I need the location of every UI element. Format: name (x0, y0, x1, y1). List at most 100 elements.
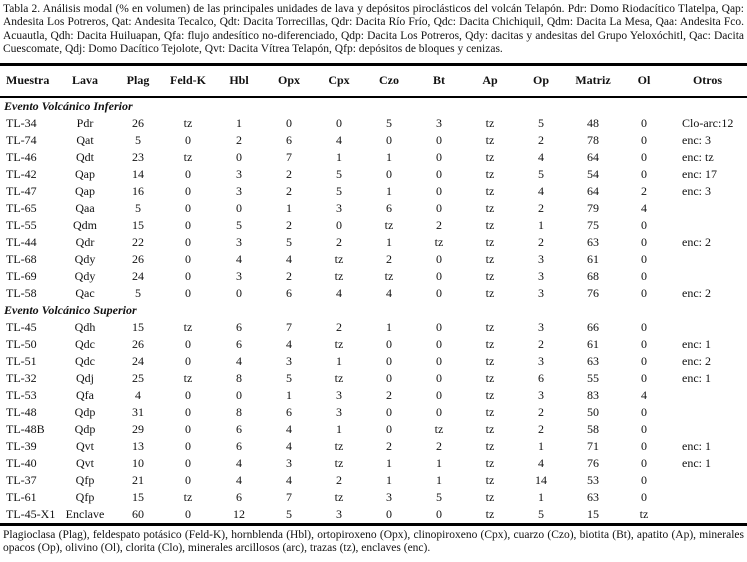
cell-cpx: tz (334, 336, 344, 351)
cell-op: 4 (538, 455, 544, 470)
cell-cpx: 3 (336, 404, 342, 419)
cell-otros: enc: 1 (682, 336, 711, 351)
cell-op: 4 (538, 183, 544, 198)
cell-ap: tz (485, 489, 495, 504)
cell-bt: 0 (436, 404, 442, 419)
cell-otros (668, 268, 747, 285)
cell-plag: 5 (135, 200, 141, 215)
cell-op: 6 (538, 370, 544, 385)
cell-ap: tz (485, 166, 495, 181)
cell-ol: 0 (641, 149, 647, 164)
cell-op: 2 (538, 404, 544, 419)
table-row: TL-46 Qdt 23 tz 0 7 1 1 0 tz 4 64 0 enc: tz (0, 149, 747, 166)
cell-feld-k: 0 (185, 251, 191, 266)
cell-feld-k: 0 (185, 285, 191, 300)
cell-ap: tz (485, 251, 495, 266)
cell-lava: Qdj (76, 370, 94, 385)
cell-lava: Qvt (76, 438, 94, 453)
cell-czo: 2 (386, 387, 392, 402)
cell-matriz: 76 (587, 285, 599, 300)
cell-matriz: 78 (587, 132, 599, 147)
cell-czo: 1 (386, 455, 392, 470)
cell-czo: 5 (386, 115, 392, 130)
cell-hbl: 0 (236, 200, 242, 215)
cell-bt: 2 (436, 217, 442, 232)
cell-cpx: 3 (336, 506, 342, 521)
cell-opx: 2 (286, 183, 292, 198)
cell-muestra: TL-53 (6, 387, 37, 402)
cell-feld-k: 0 (185, 183, 191, 198)
cell-muestra: TL-44 (6, 234, 37, 249)
column-header-cpx: Cpx (314, 64, 364, 98)
cell-op: 5 (538, 506, 544, 521)
cell-ol: 0 (641, 251, 647, 266)
cell-ol: 0 (641, 421, 647, 436)
cell-czo: 0 (386, 132, 392, 147)
cell-plag: 21 (132, 472, 144, 487)
cell-opx: 7 (286, 319, 292, 334)
column-header-bt: Bt (414, 64, 464, 98)
column-header-ap: Ap (464, 64, 516, 98)
cell-ol: 0 (641, 285, 647, 300)
cell-muestra: TL-37 (6, 472, 37, 487)
cell-bt: 0 (436, 387, 442, 402)
cell-cpx: 0 (336, 217, 342, 232)
cell-opx: 5 (286, 370, 292, 385)
cell-czo: 1 (386, 472, 392, 487)
cell-muestra: TL-47 (6, 183, 37, 198)
cell-op: 3 (538, 319, 544, 334)
cell-opx: 3 (286, 353, 292, 368)
cell-feld-k: 0 (185, 132, 191, 147)
cell-czo: 1 (386, 234, 392, 249)
cell-opx: 4 (286, 336, 292, 351)
cell-bt: 0 (436, 268, 442, 283)
cell-ol: 0 (641, 353, 647, 368)
cell-op: 1 (538, 438, 544, 453)
cell-feld-k: 0 (185, 387, 191, 402)
cell-ap: tz (485, 387, 495, 402)
cell-lava: Qdm (73, 217, 97, 232)
cell-ol: 4 (641, 200, 647, 215)
cell-feld-k: tz (183, 319, 193, 334)
cell-plag: 24 (132, 353, 144, 368)
cell-otros: enc: 2 (682, 353, 711, 368)
cell-bt: 0 (436, 200, 442, 215)
cell-plag: 60 (132, 506, 144, 521)
cell-plag: 5 (135, 132, 141, 147)
cell-bt: 0 (436, 132, 442, 147)
cell-bt: 0 (436, 370, 442, 385)
cell-op: 2 (538, 132, 544, 147)
cell-hbl: 1 (236, 115, 242, 130)
cell-cpx: 5 (336, 183, 342, 198)
cell-otros: enc: 1 (682, 455, 711, 470)
cell-otros (668, 319, 747, 336)
cell-bt: 3 (436, 115, 442, 130)
cell-otros: enc: 2 (682, 234, 711, 249)
cell-feld-k: 0 (185, 455, 191, 470)
column-header-hbl: Hbl (214, 64, 264, 98)
cell-op: 3 (538, 387, 544, 402)
cell-bt: 1 (436, 455, 442, 470)
cell-feld-k: tz (183, 489, 193, 504)
column-header-otros: Otros (668, 64, 747, 98)
cell-ap: tz (485, 336, 495, 351)
cell-ap: tz (485, 149, 495, 164)
cell-cpx: tz (334, 251, 344, 266)
cell-bt: 0 (436, 166, 442, 181)
cell-lava: Qdc (75, 336, 95, 351)
cell-otros: enc: tz (682, 149, 714, 164)
cell-ol: 0 (641, 370, 647, 385)
table-row: TL-55 Qdm 15 0 5 2 0 tz 2 tz 1 75 0 (0, 217, 747, 234)
cell-otros: enc: 3 (682, 183, 711, 198)
cell-bt: tz (434, 421, 444, 436)
cell-feld-k: 0 (185, 234, 191, 249)
cell-hbl: 2 (236, 132, 242, 147)
cell-ap: tz (485, 404, 495, 419)
cell-czo: 2 (386, 438, 392, 453)
cell-ap: tz (485, 506, 495, 521)
cell-cpx: tz (334, 455, 344, 470)
cell-lava: Qdp (74, 421, 96, 436)
cell-muestra: TL-55 (6, 217, 37, 232)
cell-otros: enc: 1 (682, 370, 711, 385)
cell-matriz: 61 (587, 336, 599, 351)
